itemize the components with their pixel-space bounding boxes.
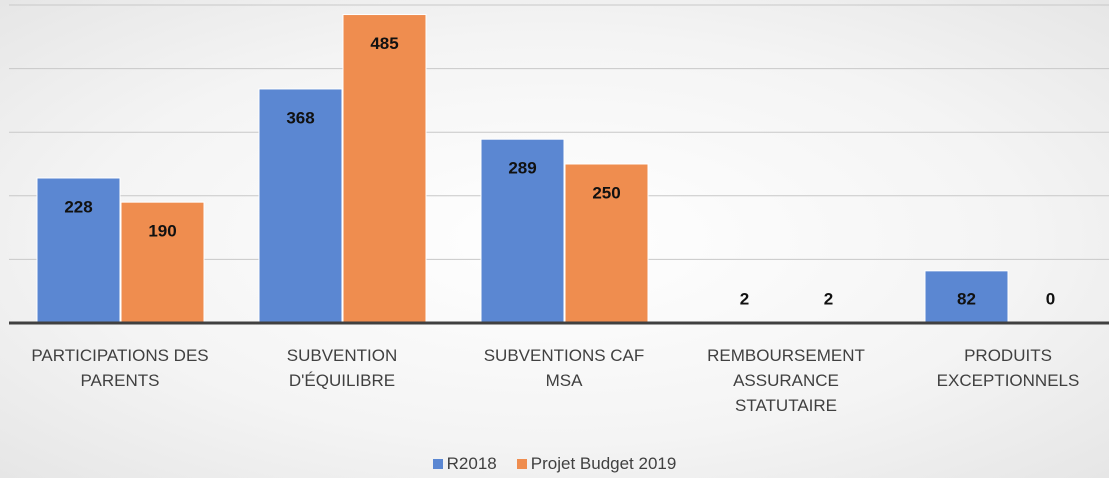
x-tick-label: REMBOURSEMENT ASSURANCE STATUTAIRE xyxy=(707,346,865,415)
legend-swatch xyxy=(516,459,527,469)
value-label: 190 xyxy=(148,222,176,241)
x-tick-label: SUBVENTIONS CAF MSA xyxy=(483,346,645,390)
bar xyxy=(342,14,427,324)
bar xyxy=(120,201,205,324)
x-tick-label: PARTICIPATIONS DES PARENTS xyxy=(31,346,209,390)
value-label: 228 xyxy=(64,197,92,216)
legend-item: Projet Budget 2019 xyxy=(516,454,677,474)
bar xyxy=(924,270,1009,324)
value-label: 2 xyxy=(740,289,749,308)
legend-item: R2018 xyxy=(432,454,497,474)
value-label: 289 xyxy=(508,159,536,178)
value-label: 485 xyxy=(370,34,398,53)
legend-label: R2018 xyxy=(446,454,497,473)
value-label: 0 xyxy=(1046,289,1055,308)
value-label: 250 xyxy=(592,183,620,202)
bar xyxy=(564,163,649,324)
bar xyxy=(36,177,121,324)
value-label: 82 xyxy=(957,289,976,308)
x-tick-label: PRODUITS EXCEPTIONNELS xyxy=(936,346,1080,390)
legend-label: Projet Budget 2019 xyxy=(530,454,677,473)
bar xyxy=(480,138,565,324)
legend-swatch xyxy=(432,459,443,469)
x-tick-label: SUBVENTION D'ÉQUILIBRE xyxy=(286,346,398,390)
value-label: 368 xyxy=(286,108,314,127)
legend: R2018 Projet Budget 2019 xyxy=(0,454,1109,474)
value-label: 2 xyxy=(824,289,833,308)
